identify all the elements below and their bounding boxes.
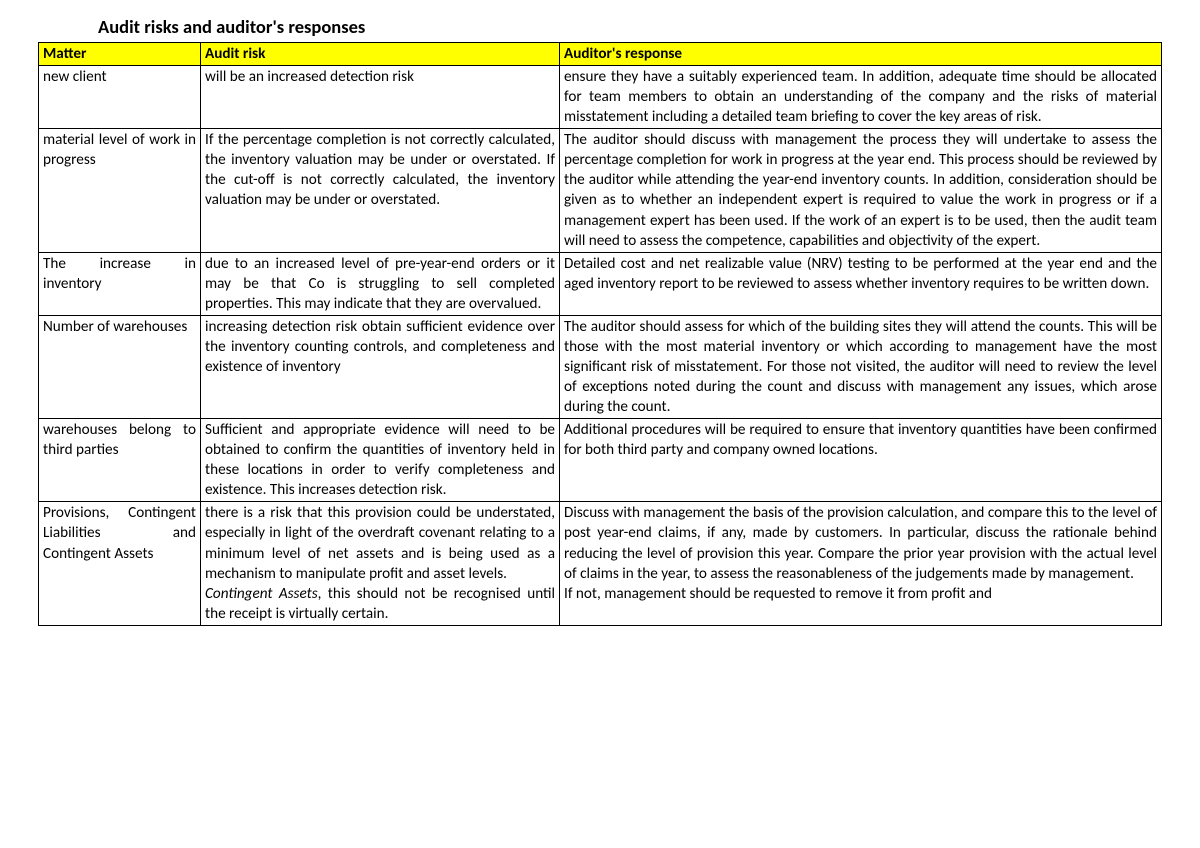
cell-response: Additional procedures will be required t… [560,419,1162,502]
col-header-risk: Audit risk [201,43,560,66]
cell-risk: If the percentage completion is not corr… [201,129,560,252]
risk-main-text: there is a risk that this provision coul… [205,504,555,582]
cell-response: Discuss with management the basis of the… [560,502,1162,625]
audit-risk-table: Matter Audit risk Auditor's response new… [38,42,1162,626]
cell-response: ensure they have a suitably experienced … [560,66,1162,129]
table-row: material level of work in progress If th… [39,129,1162,252]
cell-risk: Sufficient and appropriate evidence will… [201,419,560,502]
col-header-response: Auditor's response [560,43,1162,66]
cell-matter: warehouses belong to third parties [39,419,201,502]
cell-risk: will be an increased detection risk [201,66,560,129]
cell-matter: Provisions, Contingent Liabilities and C… [39,502,201,625]
response-continued: If not, management should be requested t… [564,585,992,603]
cell-response: Detailed cost and net realizable value (… [560,252,1162,315]
table-row: warehouses belong to third parties Suffi… [39,419,1162,502]
table-row: Provisions, Contingent Liabilities and C… [39,502,1162,625]
cell-matter: new client [39,66,201,129]
cell-matter: material level of work in progress [39,129,201,252]
page-container: Audit risks and auditor's responses Matt… [0,0,1200,656]
col-header-matter: Matter [39,43,201,66]
cell-response: The auditor should assess for which of t… [560,315,1162,418]
risk-contingent-assets-label: Contingent Assets [205,585,318,603]
cell-risk: increasing detection risk obtain suffici… [201,315,560,418]
page-title: Audit risks and auditor's responses [98,15,1162,38]
table-row: Number of warehouses increasing detectio… [39,315,1162,418]
response-main: Discuss with management the basis of the… [564,504,1157,582]
cell-response: The auditor should discuss with manageme… [560,129,1162,252]
table-row: The increase in inventory due to an incr… [39,252,1162,315]
cell-risk: there is a risk that this provision coul… [201,502,560,625]
table-header-row: Matter Audit risk Auditor's response [39,43,1162,66]
cell-risk: due to an increased level of pre-year-en… [201,252,560,315]
cell-matter: The increase in inventory [39,252,201,315]
table-row: new client will be an increased detectio… [39,66,1162,129]
cell-matter: Number of warehouses [39,315,201,418]
